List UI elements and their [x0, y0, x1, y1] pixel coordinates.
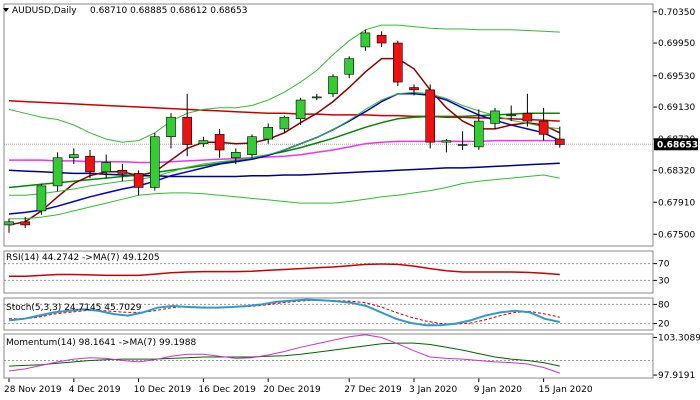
candle-bull — [490, 110, 500, 124]
x-tick-label: 15 Jan 2020 — [539, 385, 593, 395]
x-tick-label: 10 Dec 2019 — [134, 385, 192, 395]
stoch-label: Stoch(5,3,3) 24.7145 45.7029 — [6, 303, 142, 313]
candles-layer — [4, 29, 565, 233]
current-price-tag — [654, 138, 698, 151]
line-ma_fast — [8, 93, 561, 215]
price-tick-label: 0.69530 — [658, 72, 695, 82]
candle-bull — [69, 154, 79, 159]
line-bb_lower — [9, 174, 560, 220]
price-tick-label: 0.70350 — [658, 8, 695, 18]
line-sma_long — [8, 100, 560, 122]
candle-bull — [311, 96, 322, 99]
candle-bull — [4, 221, 14, 226]
momentum-ma-line — [8, 342, 560, 367]
candle-bull — [166, 116, 176, 138]
candle-bull — [150, 136, 160, 188]
price-tick-label: 0.69130 — [658, 103, 695, 113]
candle-bull — [360, 32, 371, 48]
candle-bull — [441, 140, 452, 143]
candle-bull — [473, 120, 484, 148]
axes-layer: 0.703500.699500.695300.691300.687200.683… — [4, 8, 700, 395]
candle-bear — [522, 112, 533, 122]
momentum-tick-label: 97.9191 — [658, 371, 695, 381]
dropdown-triangle-icon[interactable] — [3, 8, 9, 12]
rsi-label: RSI(14) 44.2742 ->MA(7) 49.1205 — [6, 253, 160, 263]
x-tick-label: 20 Dec 2019 — [263, 385, 321, 395]
x-tick-label: 27 Dec 2019 — [344, 385, 402, 395]
candle-bull — [506, 114, 517, 117]
candle-bear — [20, 221, 31, 226]
candle-bear — [182, 116, 192, 145]
panel-frame-stoch — [3, 297, 654, 331]
candle-bear — [214, 134, 225, 151]
candle-bull — [198, 140, 209, 145]
panel-frame-rsi — [3, 250, 654, 294]
rsi-tick-label: 70 — [658, 260, 670, 270]
stoch-tick-label: 80 — [658, 300, 670, 310]
candle-bear — [117, 169, 128, 174]
price-tick-label: 0.67500 — [658, 230, 695, 240]
candle-bear — [392, 42, 403, 83]
x-tick-label: 28 Nov 2019 — [4, 385, 62, 395]
momentum-tick-label: 103.3089 — [658, 333, 700, 343]
price-tick-label: 0.67910 — [658, 198, 695, 208]
candle-bull — [344, 58, 355, 75]
stoch-main-line — [8, 298, 561, 327]
candle-bull — [101, 162, 111, 173]
line-ma_green — [8, 112, 560, 189]
candle-bull — [457, 144, 468, 146]
sub-panels-layer — [8, 263, 561, 374]
x-tick-label: 3 Jan 2020 — [409, 385, 457, 395]
candle-bull — [328, 76, 338, 95]
momentum-label: Momentum(14) 98.1641 ->MA(7) 99.1988 — [6, 338, 197, 348]
candle-bear — [376, 34, 387, 44]
line-bb_mid — [9, 91, 560, 196]
candle-bear — [133, 173, 144, 188]
x-tick-label: 16 Dec 2019 — [198, 385, 256, 395]
stoch-tick-label: 20 — [658, 320, 670, 330]
panel-frame-mom — [3, 333, 654, 379]
candle-bull — [247, 136, 257, 155]
candle-bull — [295, 99, 306, 120]
rsi-tick-label: 30 — [658, 276, 670, 286]
indicator-lines-layer — [8, 24, 561, 226]
candle-bull — [36, 185, 47, 212]
momentum-line — [8, 334, 560, 374]
panel-frame-main — [3, 3, 654, 247]
symbol-header: AUDUSD,Daily 0.68710 0.68885 0.68612 0.6… — [3, 6, 247, 16]
candle-bear — [409, 87, 419, 91]
symbol-label: AUDUSD,Daily — [12, 6, 77, 16]
x-tick-label: 9 Jan 2020 — [474, 385, 522, 395]
candle-bull — [52, 157, 63, 187]
candle-bull — [279, 116, 290, 130]
rsi-line — [9, 263, 560, 277]
current-price-label: 0.68653 — [657, 140, 698, 150]
candle-bull — [263, 127, 274, 140]
price-tick-label: 0.69950 — [658, 39, 695, 49]
line-bb_upper — [8, 24, 560, 143]
candle-bull — [231, 152, 241, 159]
candle-bear — [425, 89, 436, 143]
x-tick-label: 4 Dec 2019 — [69, 385, 121, 395]
candle-bear — [554, 138, 565, 145]
line-ma_pink — [9, 139, 560, 164]
ohlc-values: 0.68710 0.68885 0.68612 0.68653 — [90, 6, 247, 16]
panel-frames — [3, 3, 654, 379]
grid-layer — [4, 143, 653, 362]
price-tick-label: 0.68320 — [658, 166, 695, 176]
candle-bear — [85, 155, 95, 173]
line-ma_dark — [8, 162, 560, 178]
candle-bear — [538, 120, 549, 135]
